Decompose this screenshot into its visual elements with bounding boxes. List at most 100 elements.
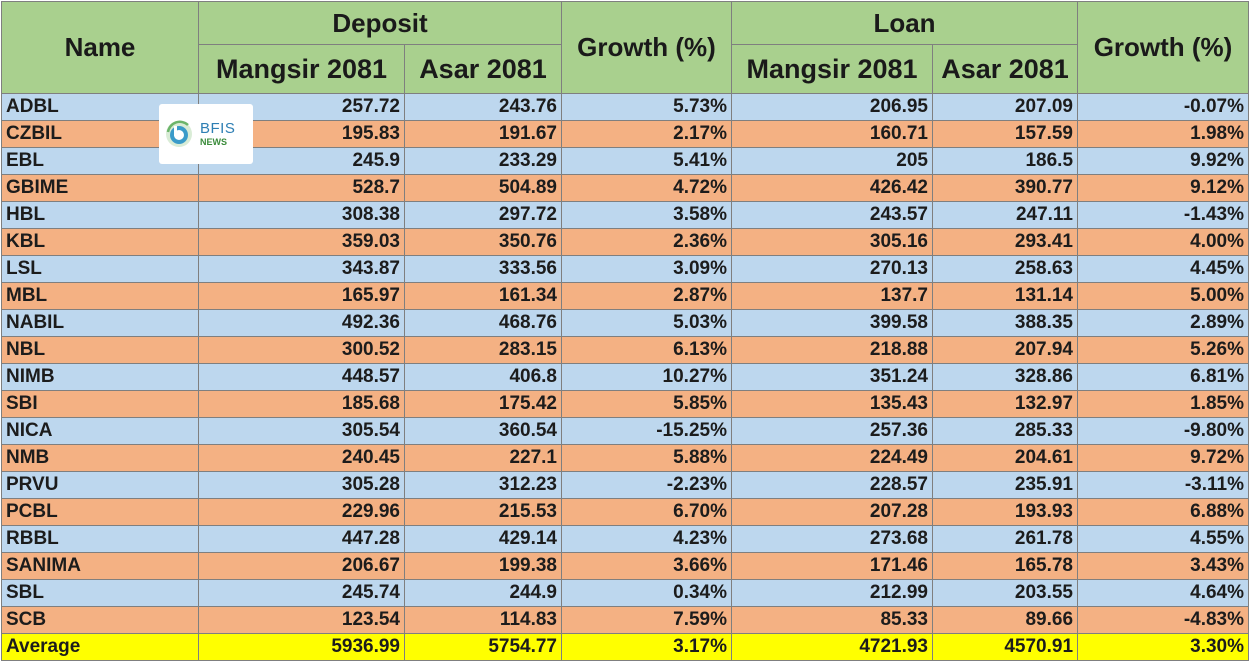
loan-asar-cell: 157.59 — [931, 120, 1079, 148]
deposit-mangsir-cell: 305.54 — [198, 417, 405, 445]
loan-mangsir-cell: 207.28 — [731, 498, 933, 526]
loan-header: Loan — [730, 1, 1079, 45]
bank-name-cell: SANIMA — [1, 552, 199, 580]
loan-asar-cell: 293.41 — [931, 228, 1079, 256]
loan-asar-cell: 285.33 — [931, 417, 1079, 445]
deposit-growth-cell: -15.25% — [561, 417, 732, 445]
deposit-asar-cell: 468.76 — [404, 309, 562, 337]
table-body: ADBL 257.72 243.76 5.73% 206.95 207.09 -0.07% C… — [1, 93, 1249, 661]
deposit-mangsir-cell: 123.54 — [198, 606, 405, 634]
table-row: PRVU 305.28 312.23 -2.23% 228.57 235.91 -3.11% — [1, 471, 1249, 499]
average-deposit-asar-cell: 5754.77 — [404, 633, 562, 661]
deposit-growth-cell: 3.09% — [561, 255, 732, 283]
deposit-asar-cell: 199.38 — [404, 552, 562, 580]
loan-asar-cell: 89.66 — [931, 606, 1079, 634]
loan-asar-cell: 261.78 — [931, 525, 1079, 553]
loan-growth-cell: -3.11% — [1077, 471, 1249, 499]
loan-growth-cell: 3.43% — [1077, 552, 1249, 580]
loan-growth-cell: 6.81% — [1077, 363, 1249, 391]
deposit-growth-cell: 2.36% — [561, 228, 732, 256]
loan-period1-header: Mangsir 2081 — [731, 44, 933, 94]
bank-name-cell: NABIL — [1, 309, 199, 337]
deposit-mangsir-cell: 447.28 — [198, 525, 405, 553]
deposit-asar-cell: 333.56 — [404, 255, 562, 283]
table-row: NABIL 492.36 468.76 5.03% 399.58 388.35 2.89% — [1, 309, 1249, 337]
loan-growth-cell: 6.88% — [1077, 498, 1249, 526]
loan-growth-cell: -0.07% — [1077, 93, 1249, 121]
bank-name-cell: NICA — [1, 417, 199, 445]
table-row: SCB 123.54 114.83 7.59% 85.33 89.66 -4.83% — [1, 606, 1249, 634]
loan-asar-cell: 193.93 — [931, 498, 1079, 526]
loan-asar-cell: 207.94 — [931, 336, 1079, 364]
loan-growth-cell: 9.92% — [1077, 147, 1249, 175]
loan-mangsir-cell: 305.16 — [731, 228, 933, 256]
deposit-mangsir-cell: 245.9 — [198, 147, 405, 175]
deposit-mangsir-cell: 343.87 — [198, 255, 405, 283]
loan-mangsir-cell: 218.88 — [731, 336, 933, 364]
loan-asar-cell: 186.5 — [931, 147, 1079, 175]
deposit-asar-cell: 227.1 — [404, 444, 562, 472]
loan-growth-cell: -1.43% — [1077, 201, 1249, 229]
deposit-mangsir-cell: 206.67 — [198, 552, 405, 580]
table-row: SBI 185.68 175.42 5.85% 135.43 132.97 1.85% — [1, 390, 1249, 418]
name-header: Name — [1, 1, 199, 94]
deposit-mangsir-cell: 528.7 — [198, 174, 405, 202]
bank-name-cell: PRVU — [1, 471, 199, 499]
loan-mangsir-cell: 399.58 — [731, 309, 933, 337]
table-row: MBL 165.97 161.34 2.87% 137.7 131.14 5.00% — [1, 282, 1249, 310]
table-row: PCBL 229.96 215.53 6.70% 207.28 193.93 6.88% — [1, 498, 1249, 526]
bfis-news-logo: BFIS NEWS — [159, 104, 253, 164]
deposit-period2-header: Asar 2081 — [404, 44, 562, 94]
loan-asar-cell: 131.14 — [931, 282, 1079, 310]
loan-mangsir-cell: 135.43 — [731, 390, 933, 418]
loan-growth-cell: 2.89% — [1077, 309, 1249, 337]
deposit-mangsir-cell: 359.03 — [198, 228, 405, 256]
loan-asar-cell: 204.61 — [931, 444, 1079, 472]
deposit-growth-cell: 5.73% — [561, 93, 732, 121]
average-loan-growth-cell: 3.30% — [1077, 633, 1249, 661]
deposit-growth-cell: 5.03% — [561, 309, 732, 337]
loan-asar-cell: 165.78 — [931, 552, 1079, 580]
deposit-growth-cell: -2.23% — [561, 471, 732, 499]
loan-growth-cell: 1.98% — [1077, 120, 1249, 148]
loan-period2-header: Asar 2081 — [931, 44, 1079, 94]
loan-mangsir-cell: 212.99 — [731, 579, 933, 607]
average-row: Average 5936.99 5754.77 3.17% 4721.93 4570.91… — [1, 633, 1249, 661]
table-row: RBBL 447.28 429.14 4.23% 273.68 261.78 4.55% — [1, 525, 1249, 553]
deposit-growth-cell: 2.87% — [561, 282, 732, 310]
average-bank-name-cell: Average — [1, 633, 199, 661]
bank-name-cell: SCB — [1, 606, 199, 634]
loan-mangsir-cell: 228.57 — [731, 471, 933, 499]
deposit-mangsir-cell: 305.28 — [198, 471, 405, 499]
loan-growth-cell: 1.85% — [1077, 390, 1249, 418]
bank-name-cell: LSL — [1, 255, 199, 283]
loan-mangsir-cell: 205 — [731, 147, 933, 175]
deposit-mangsir-cell: 492.36 — [198, 309, 405, 337]
loan-growth-cell: 5.26% — [1077, 336, 1249, 364]
loan-growth-cell: 5.00% — [1077, 282, 1249, 310]
bank-name-cell: NBL — [1, 336, 199, 364]
deposit-asar-cell: 215.53 — [404, 498, 562, 526]
table-row: KBL 359.03 350.76 2.36% 305.16 293.41 4.00% — [1, 228, 1249, 256]
loan-asar-cell: 390.77 — [931, 174, 1079, 202]
loan-growth-cell: 9.72% — [1077, 444, 1249, 472]
table-row: SANIMA 206.67 199.38 3.66% 171.46 165.78 3.43% — [1, 552, 1249, 580]
deposit-growth-cell: 5.41% — [561, 147, 732, 175]
deposit-asar-cell: 350.76 — [404, 228, 562, 256]
average-deposit-mangsir-cell: 5936.99 — [198, 633, 405, 661]
loan-asar-cell: 328.86 — [931, 363, 1079, 391]
logo-sub: NEWS — [200, 137, 227, 147]
loan-asar-cell: 235.91 — [931, 471, 1079, 499]
deposit-asar-cell: 244.9 — [404, 579, 562, 607]
deposit-asar-cell: 191.67 — [404, 120, 562, 148]
bank-name-cell: RBBL — [1, 525, 199, 553]
loan-growth-cell: 9.12% — [1077, 174, 1249, 202]
loan-mangsir-cell: 206.95 — [731, 93, 933, 121]
loan-mangsir-cell: 160.71 — [731, 120, 933, 148]
deposit-asar-cell: 429.14 — [404, 525, 562, 553]
loan-mangsir-cell: 171.46 — [731, 552, 933, 580]
bank-name-cell: NMB — [1, 444, 199, 472]
deposit-growth-cell: 4.72% — [561, 174, 732, 202]
logo-brand: BFIS — [200, 120, 236, 137]
deposit-asar-cell: 360.54 — [404, 417, 562, 445]
